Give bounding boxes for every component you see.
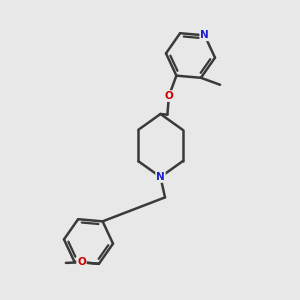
Text: O: O bbox=[77, 257, 86, 267]
Text: N: N bbox=[156, 172, 165, 182]
Text: O: O bbox=[164, 91, 173, 101]
Text: N: N bbox=[200, 30, 209, 40]
